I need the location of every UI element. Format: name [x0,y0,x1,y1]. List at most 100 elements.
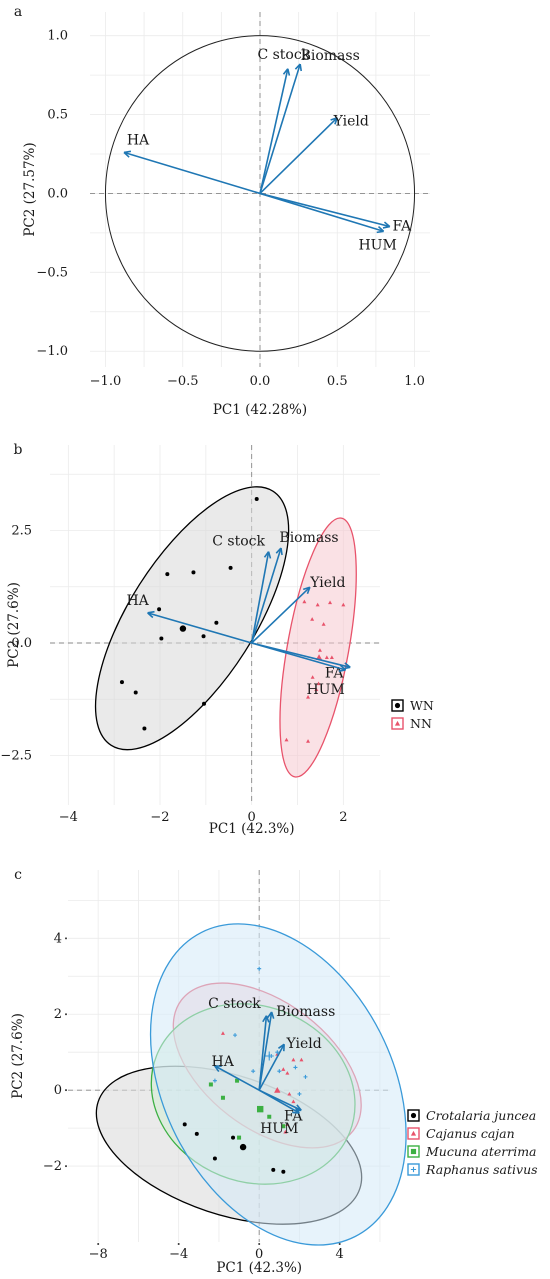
loading-label: Yield [333,114,369,130]
loading-label: HUM [306,682,344,698]
loading-arrow [258,1011,273,1091]
data-point [201,634,206,639]
y-tick-label: −0.5 [36,265,68,280]
loading-label: C stock [208,996,261,1012]
data-point [293,1065,298,1070]
data-point [316,681,321,686]
x-tick-label: −1.0 [90,374,122,389]
data-point [306,695,311,699]
x-tick-mark [338,1243,341,1245]
legend-marker [394,720,401,726]
data-point [281,1124,286,1129]
group-centroid [264,1051,274,1061]
loading-arrow [259,192,384,233]
panel-b-pca-biplot-nitrogen: b −4 −2 0 2 −2.5 0.0 2.5 PC1 (42.3%) PC2 (27.6%) H… [0,442,433,837]
panel-c-pca-biplot-cover-crops: c −8 −4 0 4 −2 0 2 4 PC1 (42.3%) PC2 (27.6%) HA C st… [10,867,538,1276]
x-tick-label: 1.0 [404,374,425,389]
legend-label: Raphanus sativus [425,1162,538,1177]
loading-label: C stock [257,47,310,63]
data-point [328,600,333,605]
data-point [287,1091,292,1096]
loading-arrowhead [262,1015,270,1023]
y-tick-label: −2.5 [0,749,32,764]
data-point [267,1114,272,1119]
data-point [310,617,315,621]
data-point [285,1071,290,1075]
y-tick-label: −1.0 [36,344,68,359]
x-tick-mark [97,1243,100,1245]
data-point [306,739,311,743]
confidence-ellipse-nn [279,517,357,778]
loading-arrow [214,1065,260,1091]
data-point [191,570,196,575]
data-point [281,1067,286,1071]
loading-label: FA [325,665,344,681]
data-point [257,966,262,971]
loading-arrowhead [277,1043,285,1052]
loading-arrow [251,586,311,644]
y-axis-label: PC2 (27.6%) [10,1013,26,1099]
legend-marker [410,1112,417,1119]
x-tick-label: −4 [59,810,78,825]
loading-arrowhead [263,551,272,559]
data-point [157,607,162,612]
data-point [299,1057,304,1062]
data-point [303,1074,308,1079]
x-tick-label: −8 [89,1247,108,1262]
data-point [208,1082,213,1087]
data-point [284,737,289,742]
data-point [165,572,170,577]
x-tick-mark [177,1243,180,1245]
panel-a-pca-loadings: a −1.0 −0.5 0.0 0.5 1.0 −1.0 −0.5 0.0 0.5 1.0 PC1 (… [14,4,430,418]
legend-marker [394,702,401,709]
x-axis-label: PC1 (42.3%) [209,821,295,837]
loading-label: HA [126,593,149,609]
data-point [202,701,206,706]
data-point [182,1122,187,1127]
legend-label: WN [410,698,434,713]
group-centroid [274,1086,281,1093]
data-point [233,1033,238,1038]
data-point [291,1099,296,1104]
data-point [329,655,334,659]
loading-arrow [259,68,289,194]
loading-label: HA [127,132,150,148]
loading-arrowhead [275,547,283,556]
data-point [341,602,346,607]
loading-label: HUM [260,1121,298,1137]
data-point [228,565,233,570]
x-tick-mark [258,1243,261,1245]
x-tick-label: −0.5 [167,374,199,389]
panel-label: b [14,442,23,458]
loading-arrowhead [282,68,291,76]
group-centroid [239,1143,247,1151]
loading-arrowhead [214,1065,222,1073]
data-point [212,1078,217,1083]
data-point [159,636,164,641]
legend-key [407,1145,420,1158]
loading-arrowhead [294,63,303,72]
loading-arrow [250,551,270,644]
legend-marker [410,1130,417,1136]
data-point [237,1135,242,1140]
data-point [317,648,322,652]
loading-label: Biomass [301,48,360,64]
loading-arrow [258,1043,285,1091]
x-tick-label: −2 [150,810,169,825]
loading-label: FA [393,219,412,235]
data-point [254,497,259,501]
y-tick-label: 1.0 [47,29,68,44]
y-tick-label: 0.5 [47,108,68,123]
confidence-ellipse-wn [94,486,290,751]
confidence-ellipse-raphanus-sativus [149,923,407,1246]
y-tick-label: 0.0 [47,186,68,201]
data-point [251,1069,256,1074]
x-tick-label: 0.5 [327,374,348,389]
loading-label: Biomass [279,530,338,546]
correlation-circle [104,35,416,352]
data-point [275,1050,280,1055]
y-tick-label: 2.5 [11,524,32,539]
loading-label: Yield [286,1036,322,1052]
data-point [277,1069,282,1074]
